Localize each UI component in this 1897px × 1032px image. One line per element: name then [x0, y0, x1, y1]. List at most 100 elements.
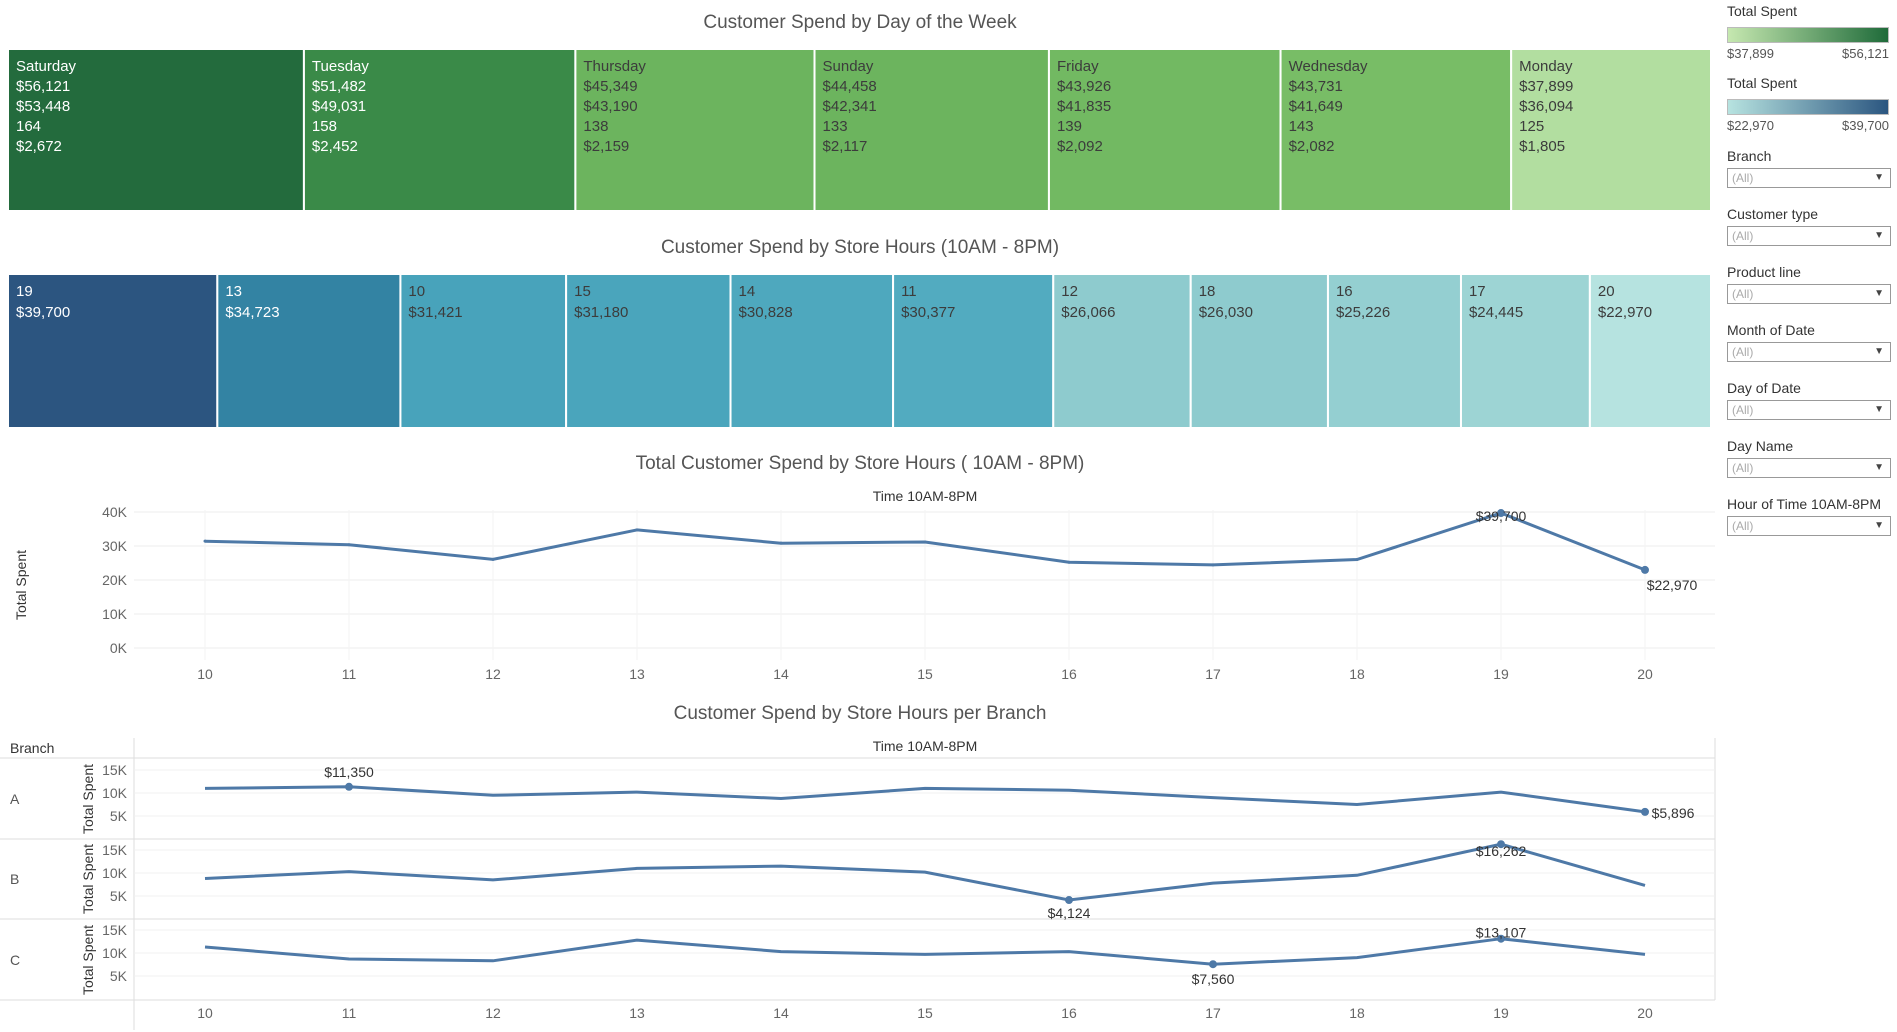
filter-dropdown[interactable]: (All) ▼ [1727, 284, 1891, 304]
day-cell [574, 48, 816, 212]
line-x-tick: 18 [1349, 666, 1365, 682]
branch-chart-title: Customer Spend by Store Hours per Branch [674, 703, 1047, 724]
line-x-tick: 16 [1061, 666, 1077, 682]
filter-value: (All) [1732, 229, 1754, 243]
day-cell-value: 138 [583, 118, 608, 135]
branch-x-tick: 17 [1205, 1005, 1221, 1021]
line-point [1355, 557, 1359, 561]
legend-min-label: $22,970 [1727, 118, 1774, 133]
hour-cell-value: $26,030 [1199, 304, 1253, 321]
branch-y-tick: 10K [102, 945, 128, 961]
day-cell-value: 164 [16, 118, 41, 135]
day-cell-value: $44,458 [823, 78, 877, 95]
filter-dropdown[interactable]: (All) ▼ [1727, 400, 1891, 420]
filter-label: Branch [1727, 148, 1772, 164]
filter-dropdown[interactable]: (All) ▼ [1727, 342, 1891, 362]
day-cell-value: $42,341 [823, 98, 877, 115]
filter-label: Customer type [1727, 206, 1819, 222]
day-cell [1279, 48, 1513, 212]
filter-dropdown[interactable]: (All) ▼ [1727, 168, 1891, 188]
branch-data-label: $5,896 [1652, 805, 1695, 821]
line-x-tick: 13 [629, 666, 645, 682]
hour-cell-value: $26,066 [1061, 304, 1115, 321]
branch-series-c [204, 937, 1646, 966]
day-cell-label: Monday [1519, 58, 1573, 75]
chevron-down-icon: ▼ [1874, 520, 1884, 531]
branch-y-tick: 10K [102, 865, 128, 881]
line-point [203, 539, 207, 543]
branch-y-axis-label: Total Spent [80, 925, 96, 995]
hour-cell [565, 273, 732, 429]
day-cell-value: $45,349 [583, 78, 637, 95]
filter-label: Hour of Time 10AM-8PM [1727, 496, 1882, 512]
branch-y-tick: 15K [102, 762, 128, 778]
line-x-tick: 20 [1637, 666, 1653, 682]
legend-title: Total Spent [1727, 75, 1798, 91]
hour-cell-value: $22,970 [1598, 304, 1652, 321]
day-chart-title: Customer Spend by Day of the Week [703, 12, 1017, 33]
filter-dropdown[interactable]: (All) ▼ [1727, 226, 1891, 246]
line-data-label: $39,700 [1476, 508, 1527, 524]
day-cell-value: $53,448 [16, 98, 70, 115]
hour-cell-value: $25,226 [1336, 304, 1390, 321]
day-cell-value: $41,835 [1057, 98, 1111, 115]
day-cell [302, 48, 577, 212]
legend-gradient-bar [1727, 27, 1889, 43]
branch-y-tick: 5K [110, 888, 128, 904]
hour-cell-label: 14 [739, 283, 756, 300]
hour-cell-label: 18 [1199, 283, 1216, 300]
day-cell-value: 133 [823, 118, 848, 135]
branch-data-label: $7,560 [1192, 971, 1235, 987]
day-cell [7, 48, 305, 212]
filter-value: (All) [1732, 287, 1754, 301]
day-cell [1047, 48, 1282, 212]
branch-x-tick: 12 [485, 1005, 501, 1021]
day-cell-value: $49,031 [312, 98, 366, 115]
filter-value: (All) [1732, 345, 1754, 359]
filter-dropdown[interactable]: (All) ▼ [1727, 458, 1891, 478]
line-point [491, 557, 495, 561]
day-cell-value: $2,092 [1057, 138, 1103, 155]
legend-max-label: $39,700 [1842, 118, 1889, 133]
line-x-tick: 19 [1493, 666, 1509, 682]
hour-cell [7, 273, 219, 429]
branch-marker [1497, 840, 1505, 849]
branch-data-label: $4,124 [1048, 905, 1091, 921]
line-point [779, 541, 783, 545]
filter-value: (All) [1732, 519, 1754, 533]
hour-cell [399, 273, 568, 429]
day-cell-value: $43,926 [1057, 78, 1111, 95]
filter-hour-of-time-10am-8pm: Hour of Time 10AM-8PM (All) ▼ [1727, 496, 1897, 536]
filter-month-of-date: Month of Date (All) ▼ [1727, 322, 1897, 362]
hour-cell [1052, 273, 1192, 429]
branch-time-header: Time 10AM-8PM [873, 738, 978, 754]
day-cell-label: Thursday [583, 58, 646, 75]
chevron-down-icon: ▼ [1874, 346, 1884, 357]
line-chart-title: Total Customer Spend by Store Hours ( 10… [636, 453, 1085, 474]
hour-cell [892, 273, 1055, 429]
chevron-down-icon: ▼ [1874, 288, 1884, 299]
line-y-tick: 0K [110, 640, 128, 656]
branch-y-tick: 15K [102, 842, 128, 858]
filter-value: (All) [1732, 403, 1754, 417]
day-cell-value: $43,731 [1289, 78, 1343, 95]
hour-cell-value: $24,445 [1469, 304, 1523, 321]
day-cell-value: $36,094 [1519, 98, 1573, 115]
day-cell-value: $51,482 [312, 78, 366, 95]
branch-marker [1641, 807, 1649, 816]
branch-x-tick: 15 [917, 1005, 933, 1021]
day-cell-value: $56,121 [16, 78, 70, 95]
filter-label: Day of Date [1727, 380, 1801, 396]
branch-x-tick: 18 [1349, 1005, 1365, 1021]
branch-series-b [204, 842, 1646, 902]
filter-dropdown[interactable]: (All) ▼ [1727, 516, 1891, 536]
line-x-tick: 14 [773, 666, 789, 682]
day-cell [1510, 48, 1713, 212]
hour-cell-label: 13 [225, 283, 242, 300]
line-x-tick: 11 [342, 666, 357, 682]
day-cell-value: $1,805 [1519, 138, 1565, 155]
day-cell-value: 143 [1289, 118, 1314, 135]
day-cell-label: Saturday [16, 58, 77, 75]
line-data-label: $22,970 [1647, 577, 1698, 593]
